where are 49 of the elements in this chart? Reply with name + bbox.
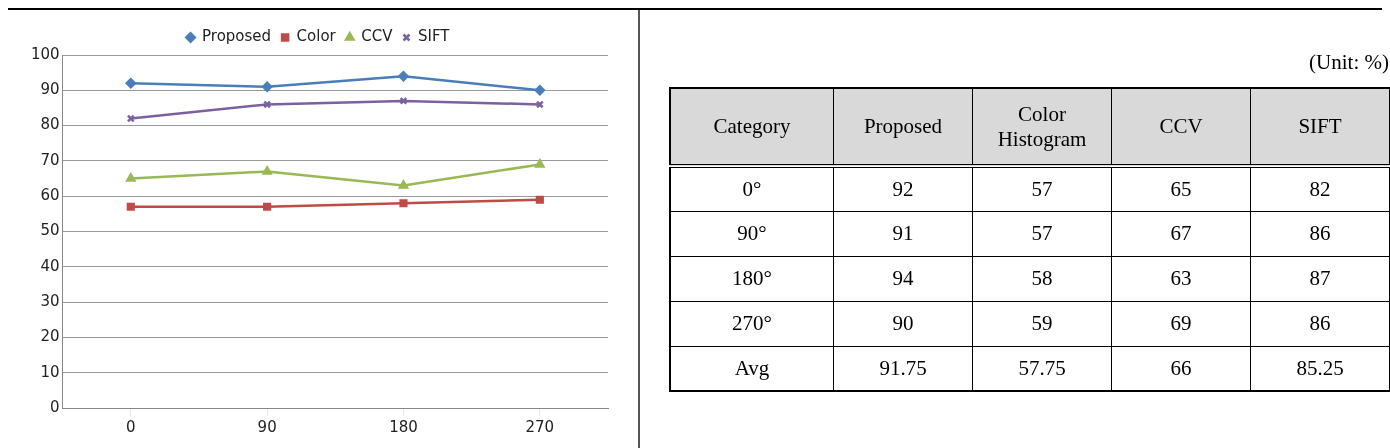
data-label: 57 <box>972 211 1112 256</box>
data-label: 63 <box>1111 256 1251 301</box>
x-tick-label: 90 <box>257 417 277 436</box>
data-label: 92 <box>833 166 973 211</box>
data-label: 82 <box>1250 166 1390 211</box>
data-label: 91 <box>833 211 973 256</box>
y-tick-label: 270° <box>670 301 834 346</box>
data-label: 67 <box>1111 211 1251 256</box>
y-tick-label: 20 <box>40 327 60 346</box>
data-label: 57.75 <box>972 346 1112 391</box>
data-label: 57 <box>972 166 1112 211</box>
data-label: 65 <box>1111 166 1251 211</box>
y-tick-label: 0° <box>670 166 834 211</box>
y-axis-title: Category <box>670 88 834 166</box>
legend-label: CCV <box>361 27 394 46</box>
data-label: 86 <box>1250 301 1390 346</box>
data-label: 90 <box>833 301 973 346</box>
x-tick-label: CCV <box>1111 88 1251 166</box>
data-label: 87 <box>1250 256 1390 301</box>
legend-label: Proposed <box>202 27 272 46</box>
data-label: 58 <box>972 256 1112 301</box>
legend-label: Color <box>296 27 337 46</box>
y-tick-label: 70 <box>40 150 60 169</box>
data-label: 59 <box>972 301 1112 346</box>
y-tick-label: 60 <box>40 186 60 205</box>
y-tick-label: 80 <box>40 115 60 134</box>
y-tick-label: 10 <box>40 362 60 381</box>
y-tick-label: 0 <box>50 397 60 416</box>
y-tick-label: 40 <box>40 256 60 275</box>
y-tick-label: 50 <box>40 221 60 240</box>
x-tick-label: Color Histogram <box>972 88 1112 166</box>
data-label: 66 <box>1111 346 1251 391</box>
x-tick-label: Proposed <box>833 88 973 166</box>
x-tick-label: 0 <box>126 417 136 436</box>
data-label: 91.75 <box>833 346 973 391</box>
y-tick-label: 90° <box>670 211 834 256</box>
data-label: 69 <box>1111 301 1251 346</box>
y-tick-label: 30 <box>40 291 60 310</box>
data-label: 86 <box>1250 211 1390 256</box>
data-label: 85.25 <box>1250 346 1390 391</box>
x-tick-label: 270 <box>525 417 555 436</box>
text: (Unit: %) <box>1308 50 1390 75</box>
y-tick-label: 100 <box>30 44 60 63</box>
x-tick-label: SIFT <box>1250 88 1390 166</box>
y-tick-label: 180° <box>670 256 834 301</box>
legend-label: SIFT <box>417 27 451 46</box>
data-label: 94 <box>833 256 973 301</box>
x-tick-label: 180 <box>389 417 418 436</box>
y-tick-label: Avg <box>670 346 834 391</box>
